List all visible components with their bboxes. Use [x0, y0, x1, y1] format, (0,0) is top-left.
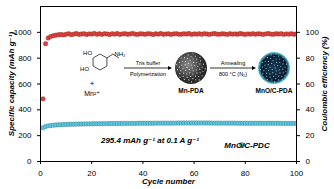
svg-text:Annealing: Annealing	[221, 60, 245, 66]
svg-text:0: 0	[27, 157, 32, 166]
svg-text:80: 80	[241, 169, 250, 178]
svg-text:60: 60	[306, 80, 315, 89]
svg-text:Tris buffer: Tris buffer	[136, 60, 161, 66]
svg-text:100: 100	[290, 169, 304, 178]
svg-text:1000: 1000	[14, 28, 32, 37]
svg-text:0: 0	[306, 157, 311, 166]
svg-text:HO: HO	[80, 66, 89, 72]
svg-text:20: 20	[87, 169, 96, 178]
svg-text:Specific capacity (mAh g⁻¹): Specific capacity (mAh g⁻¹)	[7, 32, 16, 137]
svg-text:295.4 mAh g⁻¹ at 0.1 A g⁻¹: 295.4 mAh g⁻¹ at 0.1 A g⁻¹	[100, 136, 199, 145]
svg-text:400: 400	[18, 105, 32, 114]
svg-text:MnO/C-PDA: MnO/C-PDA	[256, 87, 293, 94]
svg-text:40: 40	[138, 169, 148, 179]
svg-text:200: 200	[18, 131, 32, 140]
svg-text:20: 20	[306, 131, 315, 140]
svg-text:40: 40	[306, 105, 315, 114]
svg-text:Coulombic efficiency (%): Coulombic efficiency (%)	[320, 36, 329, 131]
svg-text:MnO/C-PDC: MnO/C-PDC	[224, 141, 270, 150]
svg-text:Cycle number: Cycle number	[142, 177, 196, 186]
svg-text:Mn²⁺: Mn²⁺	[84, 90, 100, 97]
svg-text:100: 100	[306, 28, 320, 37]
svg-text:NH₂: NH₂	[114, 51, 126, 57]
svg-text:600: 600	[18, 80, 32, 89]
svg-text:800: 800	[18, 54, 32, 63]
svg-text:+: +	[90, 79, 95, 88]
svg-text:Mn-PDA: Mn-PDA	[178, 87, 204, 94]
svg-text:0: 0	[38, 169, 43, 178]
svg-text:60: 60	[189, 169, 199, 179]
svg-text:800 °C (N₂): 800 °C (N₂)	[219, 71, 247, 77]
svg-text:Polymerization: Polymerization	[130, 71, 166, 77]
svg-text:HO: HO	[83, 50, 92, 56]
svg-text:80: 80	[306, 54, 315, 63]
